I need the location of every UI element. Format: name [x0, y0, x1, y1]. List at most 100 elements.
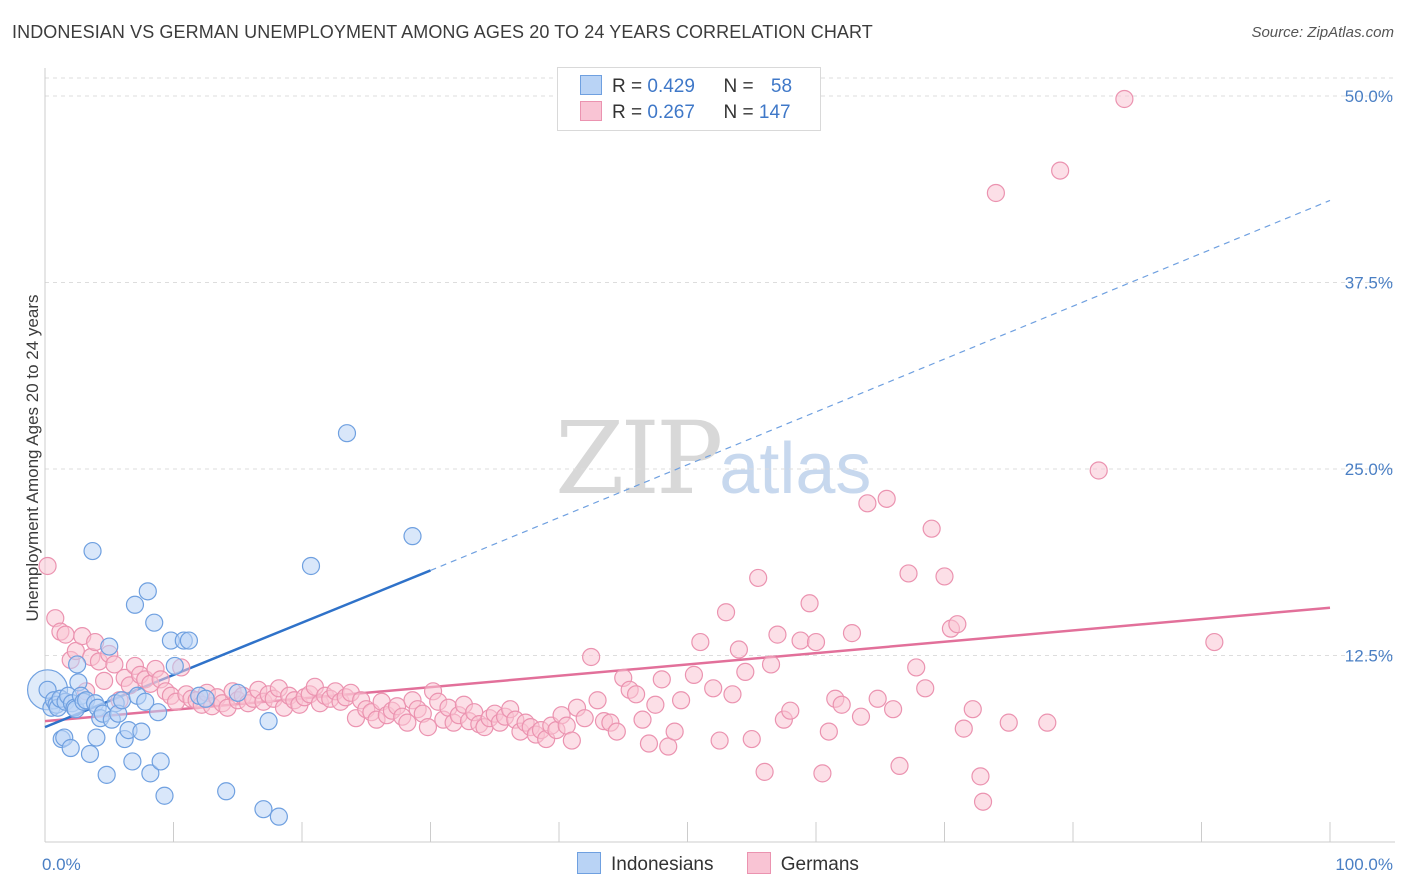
point-german-142	[842, 624, 862, 643]
point-indonesian-31	[112, 691, 132, 710]
y-tick-label-0: 12.5%	[1345, 647, 1393, 666]
legend-row-germans: R = 0.267 N = 147	[580, 101, 791, 127]
point-german-130	[755, 762, 774, 781]
point-indonesian-40	[141, 764, 160, 783]
point-german-166	[1205, 632, 1224, 652]
point-german-152	[922, 519, 941, 538]
point-german-106	[588, 691, 607, 710]
point-german-162	[1038, 713, 1057, 732]
chart-source: Source: ZipAtlas.com	[1251, 24, 1394, 41]
series-label-indonesians: Indonesians	[611, 854, 714, 875]
german-points	[38, 89, 1224, 811]
legend-n-label: N =	[723, 76, 754, 97]
legend-r-label: R =	[612, 76, 643, 97]
trend-line-indonesians-extension	[430, 199, 1331, 572]
point-german-3	[56, 625, 75, 644]
point-indonesian-50	[196, 689, 215, 708]
point-german-149	[899, 564, 918, 583]
point-german-139	[819, 722, 838, 741]
point-german-163	[1051, 161, 1070, 180]
point-indonesian-19	[80, 744, 100, 764]
series-legend-indonesians: Indonesians	[577, 852, 713, 876]
point-german-120	[684, 665, 704, 684]
point-indonesian-41	[145, 613, 164, 632]
point-german-118	[665, 722, 684, 741]
point-indonesian-38	[136, 692, 155, 711]
point-german-104	[575, 709, 594, 728]
point-german-70	[398, 713, 417, 732]
point-german-126	[729, 640, 749, 659]
point-german-137	[806, 632, 826, 652]
point-german-125	[723, 685, 742, 704]
y-axis-title: Unemployment Among Ages 20 to 24 years	[23, 295, 42, 622]
point-german-116	[652, 670, 671, 689]
series-legend-germans: Germans	[746, 852, 859, 876]
legend-swatch-indonesians	[580, 75, 602, 95]
grid-lines	[45, 77, 1395, 656]
point-german-123	[710, 731, 729, 750]
y-tick-label-3: 50.0%	[1345, 87, 1393, 106]
point-german-164	[1089, 461, 1108, 480]
point-indonesian-10	[61, 738, 80, 758]
point-german-165	[1115, 89, 1134, 109]
point-german-136	[800, 594, 819, 613]
point-indonesian-39	[138, 582, 157, 601]
point-german-11	[95, 671, 114, 690]
point-german-135	[791, 631, 810, 650]
indonesian-points	[26, 424, 422, 826]
legend-n-value-indonesians: 58	[770, 76, 793, 97]
point-indonesian-58	[403, 527, 422, 546]
x-tick-label-1: 100.0%	[1335, 855, 1393, 874]
point-indonesian-52	[228, 683, 247, 702]
legend-r-label: R =	[612, 102, 643, 123]
axes	[44, 68, 1395, 843]
y-tick-label-2: 37.5%	[1345, 274, 1393, 293]
chart-title: INDONESIAN VS GERMAN UNEMPLOYMENT AMONG …	[12, 22, 873, 42]
point-german-159	[973, 792, 993, 811]
point-indonesian-48	[179, 631, 199, 650]
point-german-144	[858, 494, 877, 513]
point-indonesian-53	[254, 800, 273, 819]
point-indonesian-55	[269, 807, 288, 826]
point-german-74	[418, 718, 438, 737]
point-german-160	[986, 183, 1006, 203]
point-german-131	[761, 655, 781, 674]
x-tick-label-0: 0.0%	[42, 855, 81, 874]
point-german-128	[742, 729, 761, 749]
point-german-156	[954, 719, 973, 738]
point-german-151	[916, 679, 935, 698]
y-tick-label-1: 25.0%	[1345, 460, 1393, 479]
point-german-109	[607, 722, 626, 741]
point-german-155	[948, 615, 967, 634]
point-indonesian-43	[151, 752, 170, 771]
point-german-150	[907, 658, 926, 677]
point-german-121	[691, 632, 710, 652]
legend-swatch-germans	[580, 101, 602, 121]
point-indonesian-42	[148, 703, 168, 722]
series-swatch-indonesians	[577, 852, 601, 874]
legend-r-value-indonesians: 0.429	[647, 76, 695, 97]
point-german-122	[704, 679, 723, 698]
point-german-134	[781, 701, 800, 720]
point-indonesian-37	[132, 722, 151, 741]
point-indonesian-46	[165, 656, 184, 676]
series-swatch-germans	[746, 852, 771, 874]
point-indonesian-44	[155, 786, 174, 805]
point-indonesian-20	[83, 541, 102, 561]
point-indonesian-35	[125, 595, 145, 614]
point-indonesian-26	[97, 765, 116, 784]
point-german-147	[883, 700, 903, 719]
point-german-114	[639, 734, 659, 753]
point-german-153	[935, 567, 954, 586]
point-german-102	[562, 731, 581, 750]
point-german-148	[890, 756, 909, 776]
point-german-157	[963, 700, 982, 719]
point-german-161	[999, 713, 1018, 732]
point-german-0	[38, 556, 57, 576]
watermark-zip: ZIP	[555, 400, 723, 517]
point-indonesian-14	[68, 655, 87, 674]
point-indonesian-54	[259, 712, 278, 731]
point-indonesian-27	[100, 637, 119, 656]
point-indonesian-22	[87, 728, 106, 747]
correlation-legend: R = 0.429 N = 58 R = 0.267 N = 147	[557, 67, 821, 131]
